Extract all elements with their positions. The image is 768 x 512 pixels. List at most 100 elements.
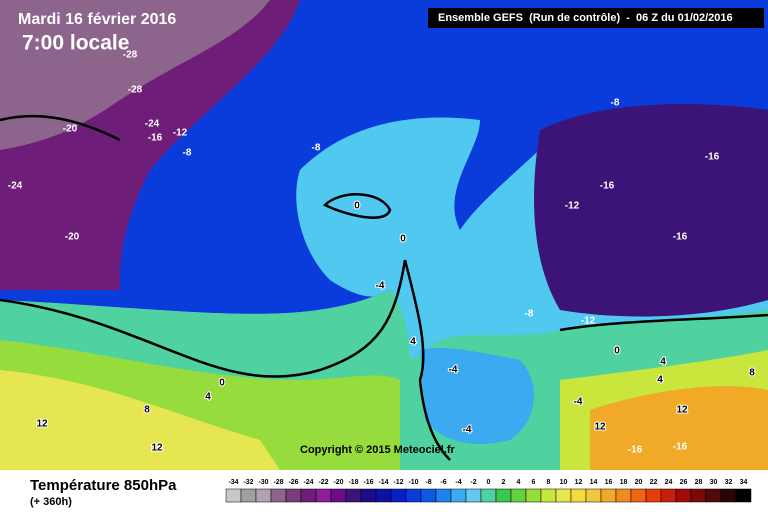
europe-cool [420,348,534,444]
legend-label: -32 [243,479,253,486]
legend-label: -20 [333,479,343,486]
legend-swatch [690,488,707,503]
footer-subtitle: (+ 360h) [30,496,72,508]
contour-label: 12 [594,422,606,433]
legend-swatch [480,488,497,503]
legend-swatch [240,488,257,503]
legend-swatch [705,488,722,503]
legend-label: 16 [605,479,613,486]
forecast-date: Mardi 16 février 2016 [18,11,176,28]
legend-label: 4 [517,479,521,486]
contour-label: 0 [400,234,406,245]
zero-contour [0,114,768,461]
legend-swatch [615,488,632,503]
legend-label: 6 [532,479,536,486]
contour-label: -12 [565,201,580,212]
contour-label: -16 [148,133,163,144]
legend-label: 30 [710,479,718,486]
legend-label: 14 [590,479,598,486]
legend-swatch [735,488,752,503]
legend-swatch [225,488,242,503]
legend-label: 20 [635,479,643,486]
legend-swatch [720,488,737,503]
legend-swatch [495,488,512,503]
contour-label: -16 [600,181,615,192]
legend-label: 18 [620,479,628,486]
copyright: Copyright © 2015 Meteociel.fr [300,444,456,456]
legend-label: 0 [487,479,491,486]
legend-swatch [270,488,287,503]
legend-swatch [255,488,272,503]
model-info: Ensemble GEFS (Run de contrôle) - 06 Z d… [438,12,733,24]
legend-label: -18 [348,479,358,486]
contour-label: -4 [449,365,458,376]
legend-label: -2 [470,479,476,486]
legend-label: -6 [440,479,446,486]
legend-swatch [360,488,377,503]
contour-label: -20 [65,232,80,243]
legend-label: -34 [228,479,238,486]
contour-label: 12 [676,405,688,416]
contour-label: 8 [749,368,755,379]
legend-swatch [465,488,482,503]
contour-label: -28 [123,50,138,61]
model-box [428,8,764,28]
legend-label: -12 [393,479,403,486]
contour-label: -8 [611,98,620,109]
legend-label: 8 [547,479,551,486]
contour-label: -16 [628,445,643,456]
legend-label: -16 [363,479,373,486]
legend-swatch [585,488,602,503]
legend-swatch [555,488,572,503]
legend-label: -26 [288,479,298,486]
legend-label: 10 [560,479,568,486]
contour-label: -8 [312,143,321,154]
legend-swatch [300,488,317,503]
contour-label: -16 [673,232,688,243]
contour-label: -8 [525,309,534,320]
legend-label: 2 [502,479,506,486]
contour-label: 8 [144,405,150,416]
legend-label: -22 [318,479,328,486]
contour-label: 12 [36,419,48,430]
contour-label: 0 [354,201,360,212]
legend-swatch [675,488,692,503]
contour-label: -4 [376,281,385,292]
legend-swatch [315,488,332,503]
contour-label: 0 [219,378,225,389]
legend-label: 22 [650,479,658,486]
legend-swatch [630,488,647,503]
legend-swatch [435,488,452,503]
legend-label: -14 [378,479,388,486]
forecast-time: 7:00 locale [22,32,129,55]
continental-cold [534,104,768,317]
north-africa-warm [590,386,768,470]
contour-label: -24 [145,119,160,130]
legend-swatch [285,488,302,503]
legend-swatch [540,488,557,503]
legend-label: -24 [303,479,313,486]
footer-title: Température 850hPa [30,477,177,494]
legend-swatch [570,488,587,503]
legend-label: -28 [273,479,283,486]
legend-swatch [390,488,407,503]
legend-label: 26 [680,479,688,486]
contour-label: 4 [657,375,663,386]
legend-swatch [510,488,527,503]
legend-label: 24 [665,479,673,486]
legend-swatch [375,488,392,503]
legend-swatch [330,488,347,503]
legend-swatch [525,488,542,503]
zero-contour [322,193,392,219]
contour-label: 4 [410,337,416,348]
legend-label: 28 [695,479,703,486]
contour-label: -28 [128,85,143,96]
legend-label: -4 [455,479,461,486]
contour-label: -24 [8,181,23,192]
arctic-core [0,0,270,150]
contour-label: -16 [705,152,720,163]
legend-label: -8 [425,479,431,486]
legend-label: -30 [258,479,268,486]
contour-label: -12 [581,316,596,327]
